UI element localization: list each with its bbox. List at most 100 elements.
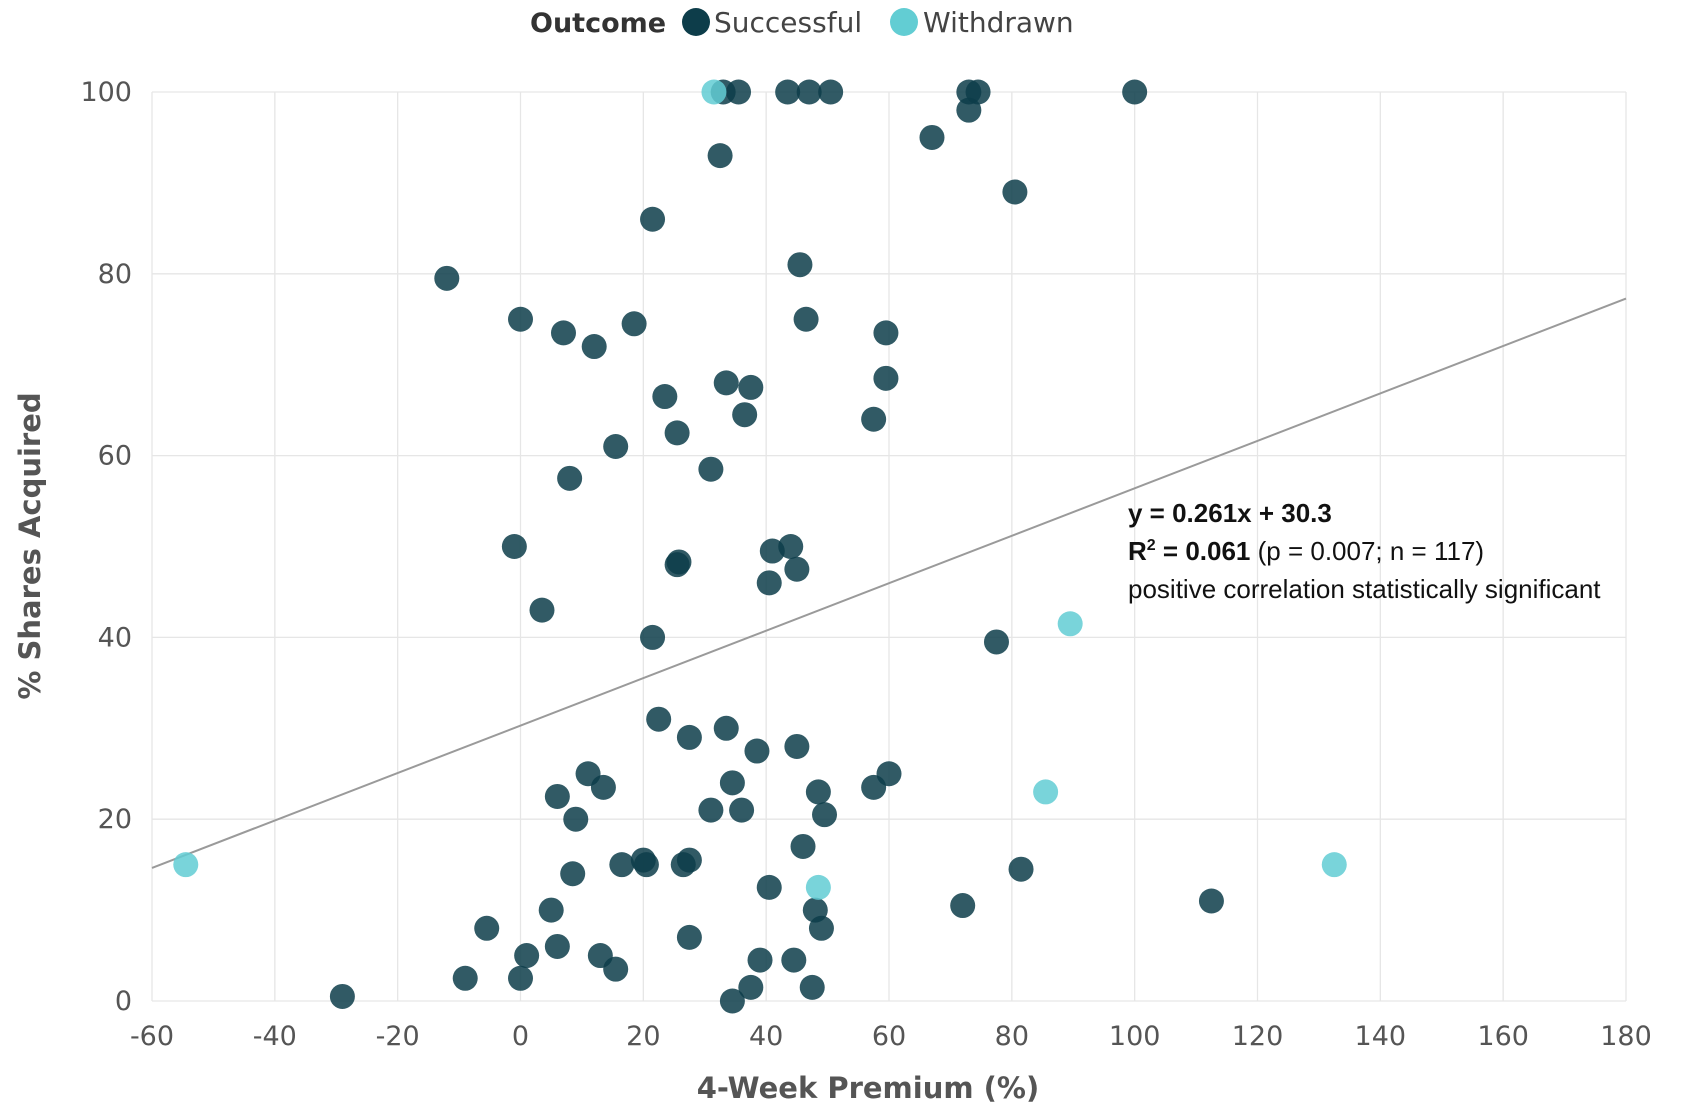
point-successful xyxy=(873,320,899,346)
y-axis-ticks: 0 20 40 60 80 100 xyxy=(80,77,132,1017)
point-successful xyxy=(508,965,533,991)
point-successful xyxy=(670,852,696,878)
point-withdrawn xyxy=(1033,779,1059,805)
point-successful xyxy=(732,402,758,428)
point-withdrawn xyxy=(1057,611,1083,637)
point-successful xyxy=(652,384,678,410)
point-successful xyxy=(1002,179,1028,205)
point-successful xyxy=(756,874,782,900)
point-successful xyxy=(1008,856,1034,882)
x-tick-label: -20 xyxy=(376,1021,420,1052)
y-axis-title: % Shares Acquired xyxy=(13,392,47,699)
significance-note: positive correlation statistically signi… xyxy=(1128,574,1601,604)
point-successful xyxy=(719,988,745,1014)
regression-annotation: y = 0.261x + 30.3 R2 = 0.061 (p = 0.007;… xyxy=(1128,498,1601,604)
point-successful xyxy=(514,943,540,969)
x-tick-label: 120 xyxy=(1232,1021,1284,1052)
x-tick-label: 100 xyxy=(1109,1021,1161,1052)
point-successful xyxy=(784,556,810,582)
point-successful xyxy=(861,774,887,800)
point-successful xyxy=(775,79,801,105)
point-successful xyxy=(557,465,583,491)
point-successful xyxy=(707,143,733,169)
point-successful xyxy=(563,806,589,832)
y-tick-label: 0 xyxy=(115,986,132,1017)
point-successful xyxy=(508,306,533,332)
legend-marker-successful xyxy=(682,8,710,36)
r-squared-value: = 0.061 xyxy=(1156,536,1251,566)
point-successful xyxy=(805,779,831,805)
point-successful xyxy=(664,420,690,446)
point-successful xyxy=(787,252,813,278)
point-successful xyxy=(729,797,755,823)
y-tick-label: 60 xyxy=(98,441,132,472)
point-successful xyxy=(983,629,1009,655)
point-successful xyxy=(919,124,945,150)
point-successful xyxy=(474,915,500,941)
x-tick-label: 80 xyxy=(995,1021,1029,1052)
legend-label-successful: Successful xyxy=(714,6,862,39)
x-tick-label: 160 xyxy=(1477,1021,1529,1052)
legend-title: Outcome xyxy=(530,8,666,39)
legend: Outcome Successful Withdrawn xyxy=(530,6,1074,39)
grid-lines xyxy=(151,91,1627,1002)
point-successful xyxy=(609,852,635,878)
point-successful xyxy=(756,570,782,596)
point-successful xyxy=(1198,888,1224,914)
point-successful xyxy=(796,79,822,105)
point-successful xyxy=(621,311,647,337)
point-successful xyxy=(529,597,555,623)
legend-label-withdrawn: Withdrawn xyxy=(923,6,1074,39)
r-squared-stats: (p = 0.007; n = 117) xyxy=(1250,536,1484,566)
x-tick-label: 60 xyxy=(872,1021,906,1052)
point-successful xyxy=(544,933,570,959)
point-successful xyxy=(950,893,976,919)
point-successful xyxy=(676,924,702,950)
point-successful xyxy=(501,534,527,559)
point-successful xyxy=(818,79,844,105)
regression-equation: y = 0.261x + 30.3 xyxy=(1128,498,1332,528)
x-tick-label: -60 xyxy=(130,1021,174,1052)
x-tick-label: -40 xyxy=(253,1021,297,1052)
x-axis-title: 4-Week Premium (%) xyxy=(697,1071,1040,1105)
point-successful xyxy=(581,334,607,360)
point-successful xyxy=(808,915,834,941)
point-successful xyxy=(738,974,764,1000)
y-tick-label: 100 xyxy=(80,77,132,108)
point-withdrawn xyxy=(173,852,199,878)
point-successful xyxy=(812,802,838,828)
point-successful xyxy=(1122,79,1148,105)
point-successful xyxy=(633,852,659,878)
point-successful xyxy=(861,406,887,432)
point-successful xyxy=(738,374,764,400)
point-successful xyxy=(781,947,807,973)
x-axis-ticks: -60 -40 -20 0 20 40 60 80 100 120 140 160 180 xyxy=(130,1021,1652,1052)
point-successful xyxy=(719,770,745,796)
data-points xyxy=(173,79,1347,1014)
y-tick-label: 80 xyxy=(98,259,132,290)
r-squared-label: R xyxy=(1128,536,1147,566)
x-tick-label: 20 xyxy=(626,1021,660,1052)
point-successful xyxy=(784,733,810,759)
point-successful xyxy=(873,365,899,391)
point-successful xyxy=(603,956,629,982)
point-withdrawn xyxy=(1321,852,1347,878)
x-tick-label: 180 xyxy=(1600,1021,1652,1052)
point-successful xyxy=(640,206,666,232)
r-squared-line: R2 = 0.061 (p = 0.007; n = 117) xyxy=(1128,536,1484,566)
point-successful xyxy=(538,897,564,923)
y-tick-label: 40 xyxy=(98,622,132,653)
y-tick-label: 20 xyxy=(98,804,132,835)
point-successful xyxy=(713,370,739,396)
point-successful xyxy=(603,434,629,460)
trendline xyxy=(151,297,1627,869)
point-successful xyxy=(799,974,825,1000)
point-successful xyxy=(698,456,724,482)
point-successful xyxy=(560,861,586,887)
x-tick-label: 40 xyxy=(749,1021,783,1052)
point-successful xyxy=(744,738,770,764)
point-successful xyxy=(452,965,478,991)
x-tick-label: 140 xyxy=(1355,1021,1407,1052)
point-successful xyxy=(713,715,739,741)
